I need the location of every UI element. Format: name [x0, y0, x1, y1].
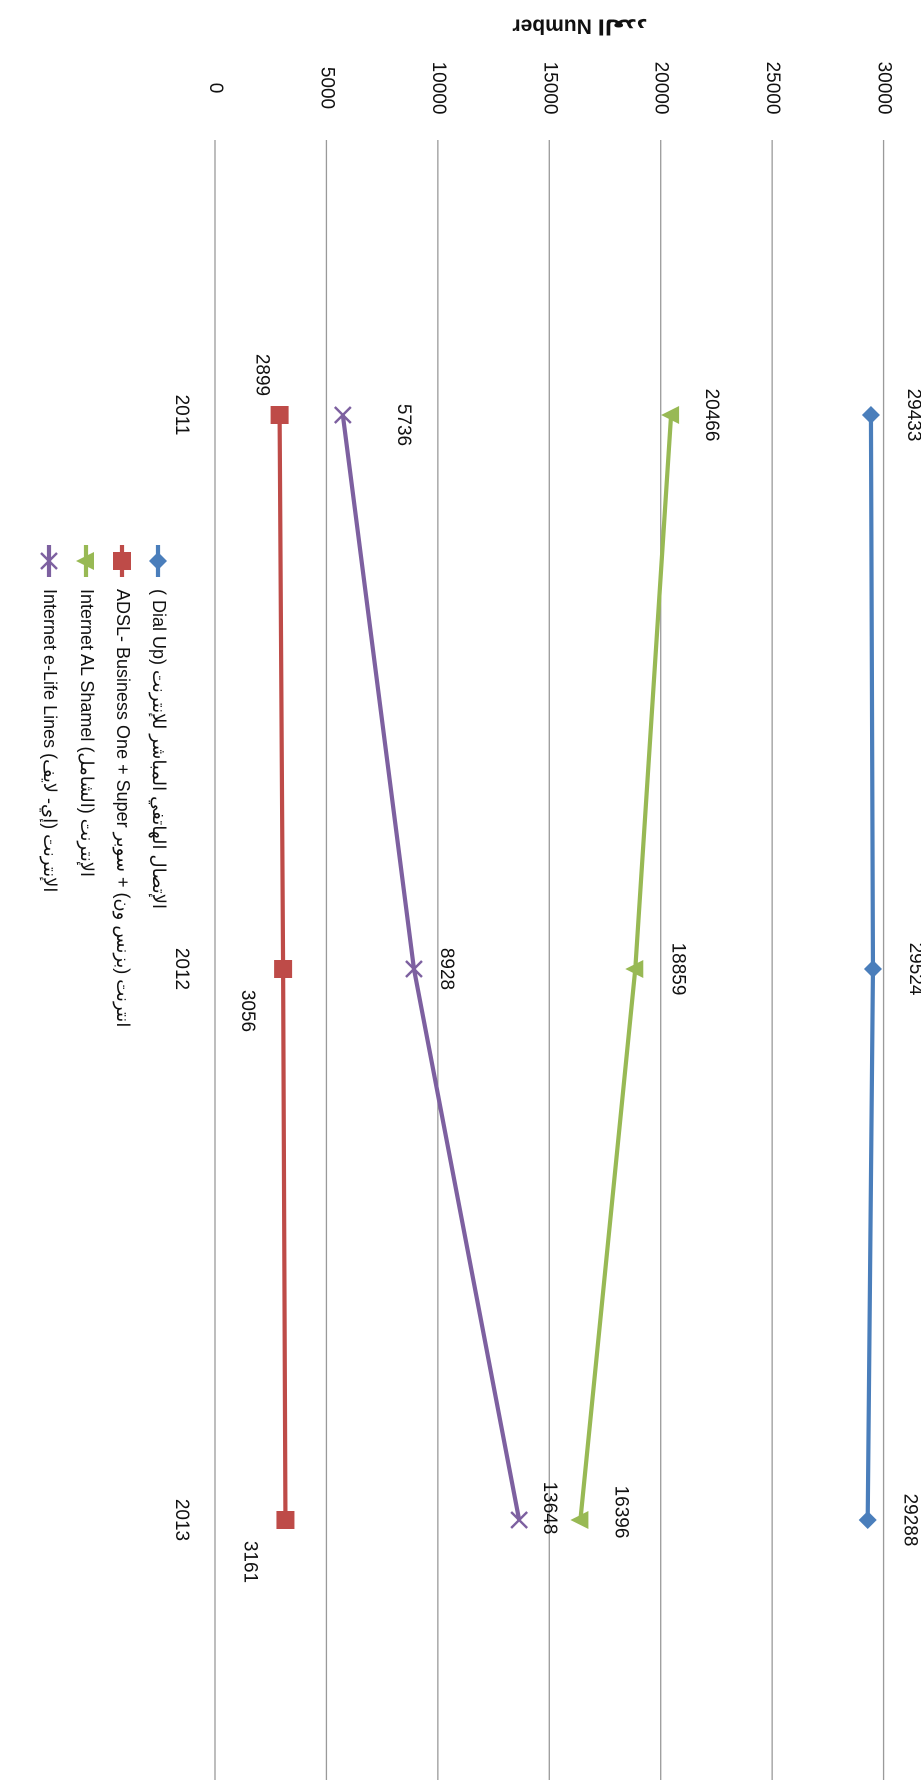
data-label: 8928 — [436, 948, 457, 990]
data-point-marker — [40, 552, 58, 570]
y-axis-ticks: 05000100001500020000250003000035000 — [205, 62, 895, 115]
legend-label: ADSL- Business One + Super انترنت (بزنس … — [112, 589, 133, 1027]
data-label: 13648 — [539, 1482, 560, 1535]
y-tick-label: 15000 — [539, 62, 560, 115]
y-tick-label: 5000 — [316, 67, 337, 109]
data-point-marker — [625, 960, 644, 978]
data-point-marker — [270, 406, 289, 424]
x-category-label: 2011 — [171, 395, 192, 436]
y-tick-label: 30000 — [874, 62, 895, 115]
legend-item: Internet AL Shamel الإنترنت (الشامل) — [76, 545, 97, 877]
data-label: 16396 — [610, 1486, 631, 1539]
x-category-label: 2013 — [171, 1499, 192, 1541]
data-label: 29288 — [900, 1494, 921, 1547]
data-point-marker — [274, 960, 293, 978]
series-2 — [270, 406, 295, 1529]
data-point-marker — [510, 1511, 529, 1529]
legend-label-en: Internet e-Life Lines — [40, 589, 60, 753]
series-3 — [570, 406, 680, 1529]
legend-label-ar: الإتصال الهاتفي المباشر للإنترنت — [148, 670, 169, 909]
data-label: 29524 — [905, 943, 921, 996]
data-point-marker — [661, 406, 680, 424]
series-line — [340, 414, 522, 1521]
x-category-label: 2012 — [171, 948, 192, 990]
series-lines — [270, 406, 882, 1529]
y-axis-title: العدد Number — [512, 14, 647, 37]
legend-label-ar: الإنترنت (إي- لايف) — [39, 753, 60, 892]
legend-label-en: ( Dial Up) — [149, 589, 169, 670]
data-label: 20466 — [701, 389, 722, 442]
data-point-marker — [405, 960, 423, 978]
y-tick-label: 20000 — [651, 62, 672, 115]
y-tick-label: 0 — [205, 83, 226, 94]
legend-item: Internet e-Life Lines الإنترنت (إي- لايف… — [39, 545, 60, 892]
data-point-marker — [333, 406, 352, 424]
data-label: 29433 — [903, 389, 921, 442]
data-label: 2899 — [252, 354, 273, 396]
data-labels: 29433 29524 29288 2899 3056 3161 20466 18859 163… — [237, 354, 921, 1583]
legend-label: Internet AL Shamel الإنترنت (الشامل) — [76, 589, 97, 877]
data-point-marker — [863, 960, 882, 978]
data-point-marker — [76, 552, 94, 570]
y-tick-label: 10000 — [428, 62, 449, 115]
series-1 — [858, 406, 882, 1529]
data-label: 5736 — [393, 404, 414, 446]
legend-label: Internet e-Life Lines الإنترنت (إي- لايف… — [39, 589, 60, 892]
legend-label: ( Dial Up) الإتصال الهاتفي المباشر للإنت… — [148, 589, 169, 909]
data-label: 18859 — [667, 943, 688, 996]
gridlines — [214, 140, 885, 1780]
legend-item: ADSL- Business One + Super انترنت (بزنس … — [112, 545, 133, 1027]
legend-label-en: Internet AL Shamel — [77, 589, 97, 746]
series-4 — [333, 406, 529, 1529]
legend-label-ar: انترنت (بزنس ون) + سوبر — [112, 832, 133, 1028]
y-axis-label: العدد Number — [512, 14, 647, 37]
series-line — [578, 414, 674, 1521]
legend-label-en: ADSL- Business One + Super — [113, 589, 133, 833]
legend: ( Dial Up) الإتصال الهاتفي المباشر للإنت… — [39, 545, 169, 1027]
data-point-marker — [858, 1511, 877, 1529]
data-point-marker — [113, 552, 131, 570]
data-point-marker — [861, 406, 880, 424]
data-point-marker — [149, 552, 167, 570]
plot-area: 05000100001500020000250003000035000 2011… — [39, 14, 921, 1780]
data-point-marker — [276, 1511, 295, 1529]
legend-item: ( Dial Up) الإتصال الهاتفي المباشر للإنت… — [148, 545, 169, 909]
data-label: 3056 — [237, 990, 258, 1032]
y-tick-label: 25000 — [762, 62, 783, 115]
data-point-marker — [570, 1511, 589, 1529]
data-label: 3161 — [239, 1541, 260, 1583]
legend-label-ar: الإنترنت (الشامل) — [76, 746, 97, 877]
x-axis-categories: 2011 2012 2013 — [171, 395, 192, 1542]
